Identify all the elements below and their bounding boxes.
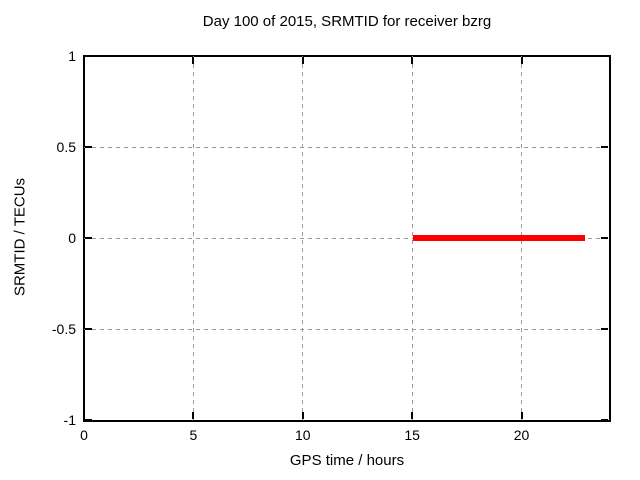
y-tick-mark-left [85,146,92,148]
y-tick-label: 0 [68,230,76,246]
x-tick-mark-top [520,57,523,64]
y-tick-mark-left [85,328,92,330]
x-tick-label: 10 [294,427,311,443]
y-tick-label: -1 [63,412,76,428]
x-tick-mark-bottom [520,412,523,419]
x-axis-label: GPS time / hours [289,452,405,469]
y-gridline [84,237,609,239]
x-tick-mark-bottom [411,412,414,419]
x-tick-mark-top [411,57,414,64]
x-tick-mark-bottom [192,412,195,419]
y-tick-mark-left [85,237,92,239]
x-tick-mark-top [301,57,304,64]
y-gridline [84,328,609,330]
y-tick-mark-right [601,146,608,148]
x-tick-label: 5 [189,427,198,443]
x-tick-mark-bottom [83,412,85,419]
y-gridline [84,146,609,148]
series-line-srmtid [413,235,585,241]
y-tick-mark-left [85,55,92,57]
x-tick-label: 0 [80,427,88,443]
y-tick-mark-right [601,55,608,57]
x-tick-mark-top [83,57,85,64]
y-tick-label: 1 [68,48,76,64]
y-tick-mark-right [601,237,608,239]
y-tick-mark-right [601,328,608,330]
y-tick-label: -0.5 [51,321,76,337]
plot-area-border [83,55,611,422]
x-tick-mark-top [192,57,195,64]
x-tick-label: 20 [513,427,530,443]
x-tick-label: 15 [404,427,420,443]
x-tick-mark-bottom [301,412,304,419]
y-tick-mark-left [85,419,92,421]
y-tick-label: 0.5 [56,139,76,155]
chart-title: Day 100 of 2015, SRMTID for receiver bzr… [202,13,492,30]
y-tick-mark-right [601,419,608,421]
